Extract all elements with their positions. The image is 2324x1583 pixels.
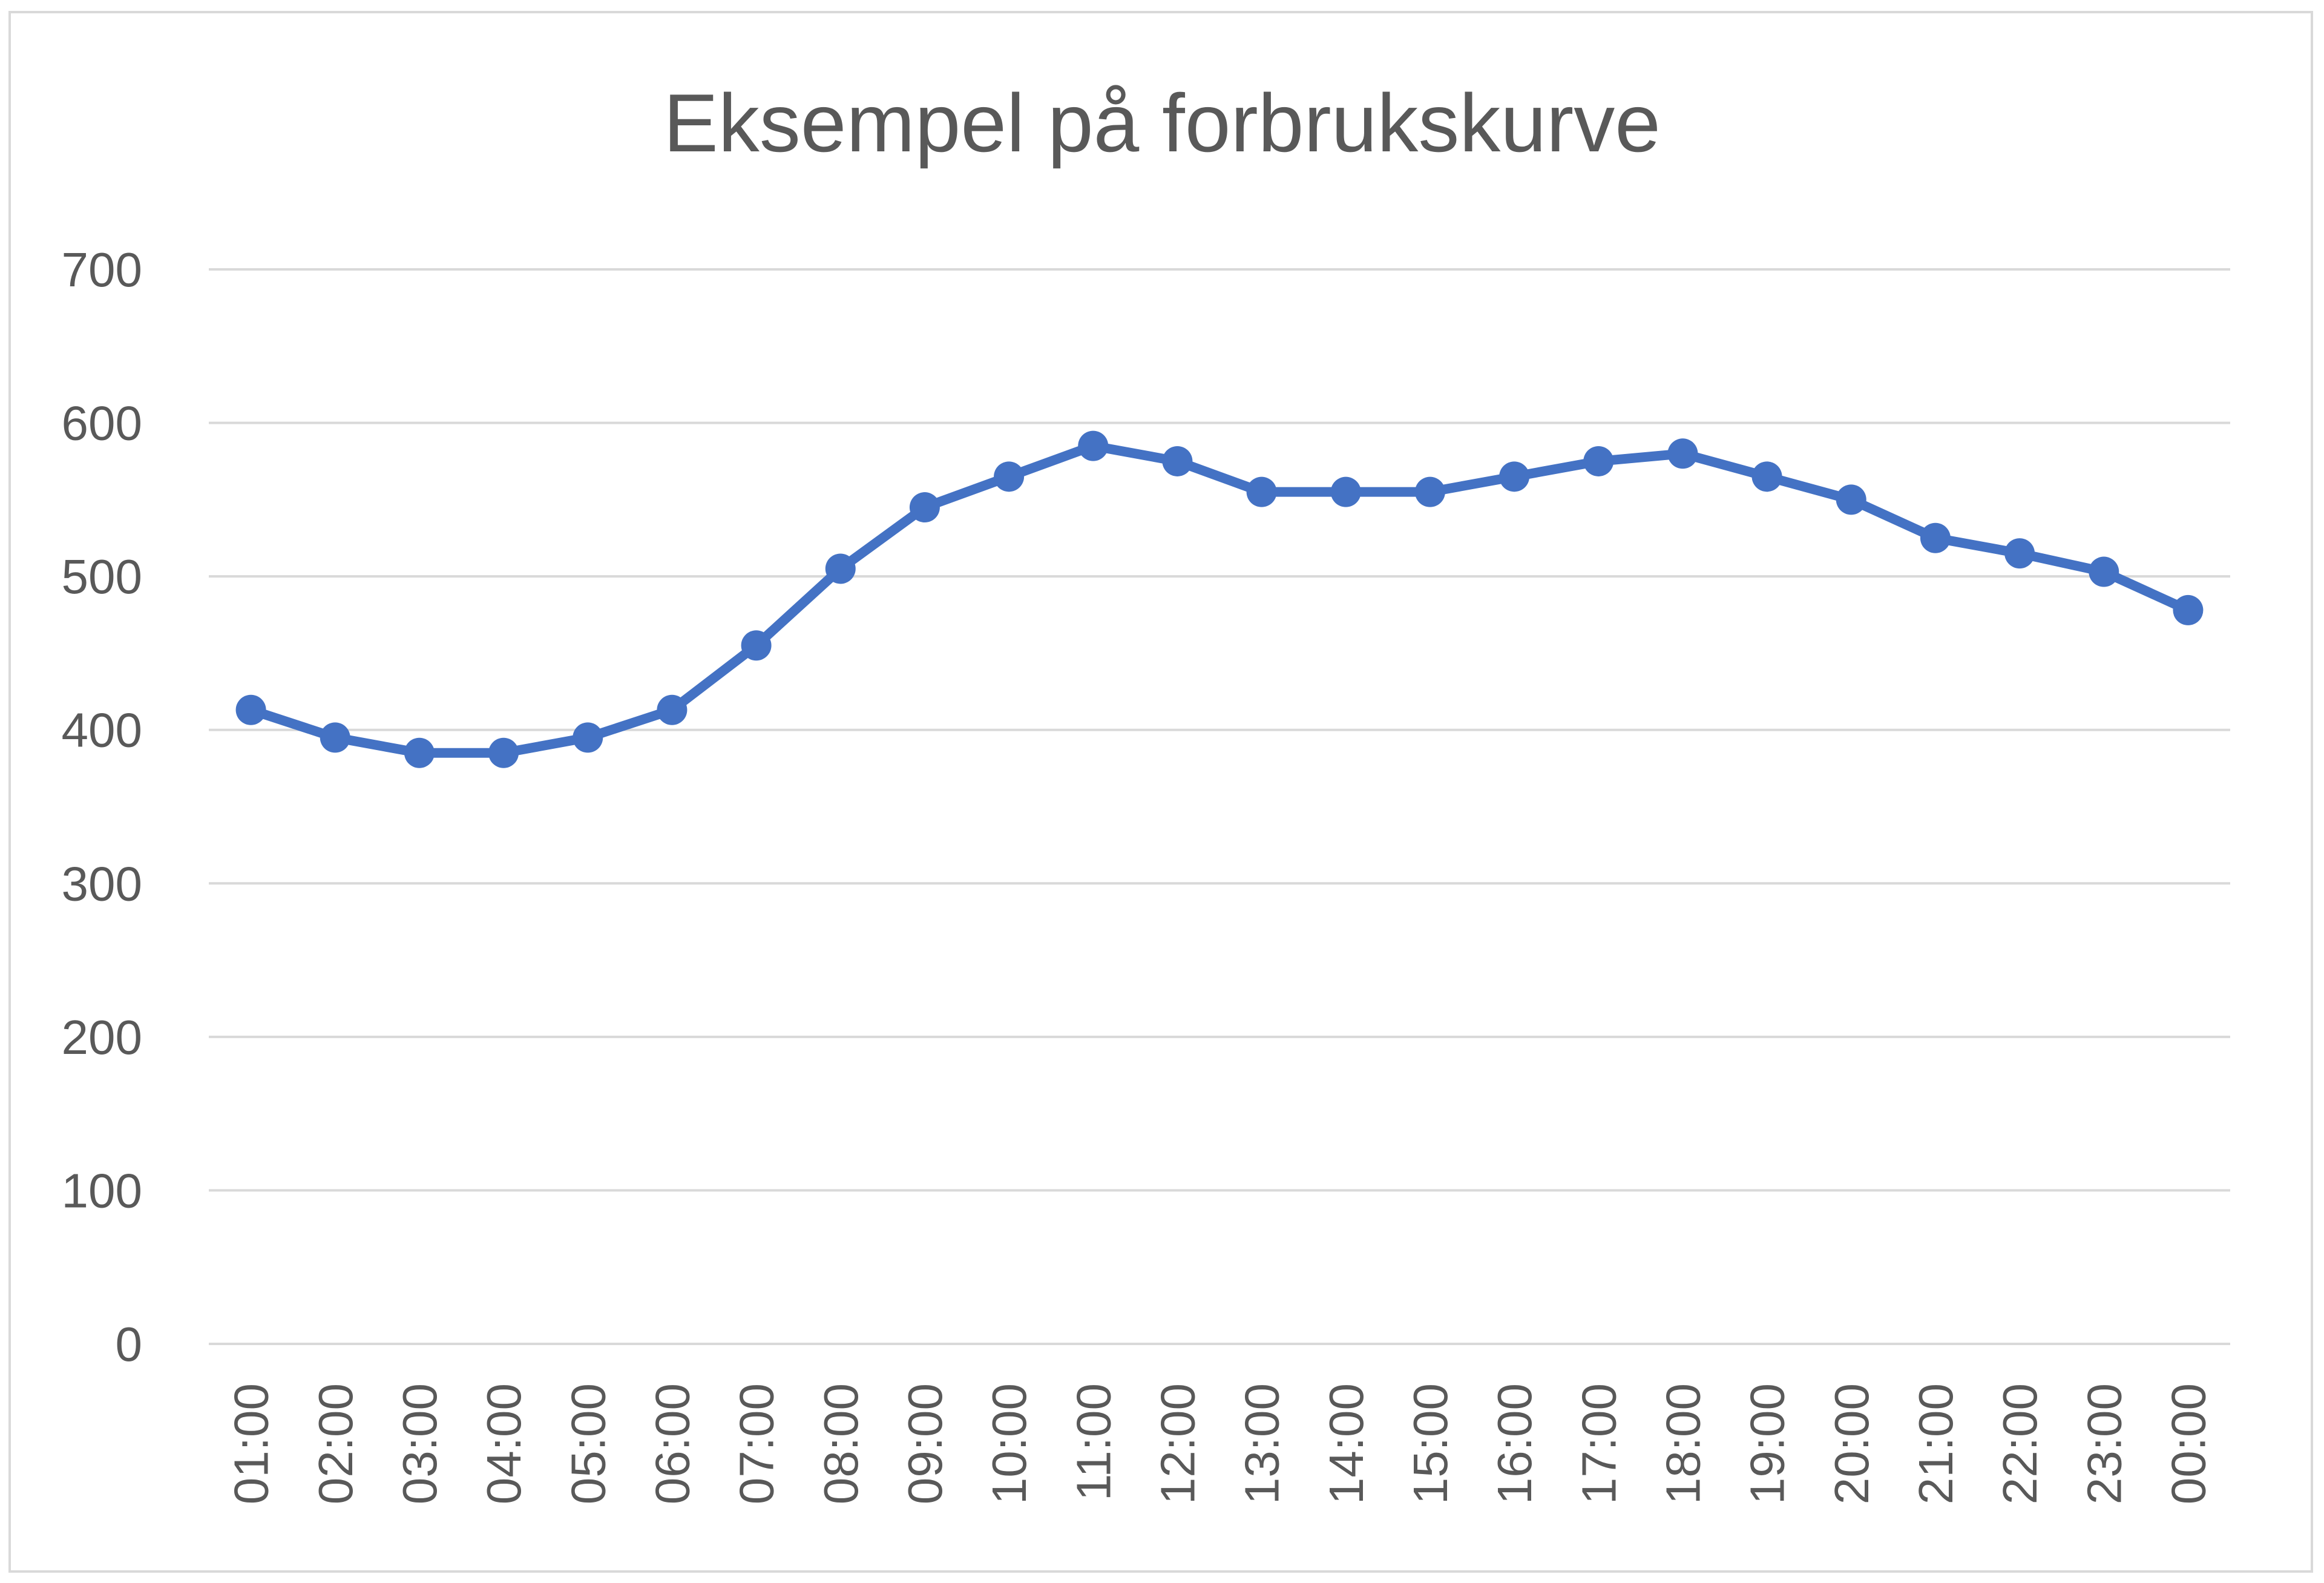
- x-tick-label: 18:00: [1656, 1383, 1710, 1504]
- x-tick-label: 06:00: [645, 1383, 699, 1504]
- data-point: [657, 694, 688, 725]
- x-tick-label: 03:00: [393, 1383, 447, 1504]
- x-tick-label: 17:00: [1572, 1383, 1626, 1504]
- x-tick-label: 04:00: [477, 1383, 531, 1504]
- x-tick-label: 02:00: [309, 1383, 363, 1504]
- data-point: [573, 722, 603, 753]
- data-point: [320, 722, 350, 753]
- data-point: [404, 737, 435, 768]
- y-tick-label: 700: [62, 243, 142, 297]
- y-tick-label: 100: [62, 1163, 142, 1217]
- x-tick-label: 01:00: [225, 1383, 278, 1504]
- x-tick-label: 08:00: [814, 1383, 868, 1504]
- x-tick-label: 10:00: [982, 1383, 1036, 1504]
- y-axis-tick-labels: 0 100 200 300 400 500 600 700: [62, 243, 142, 1371]
- data-point: [2004, 538, 2035, 569]
- data-point: [1414, 476, 1445, 507]
- chart-frame: [8, 11, 2313, 1573]
- data-point: [1246, 476, 1277, 507]
- series-layer: [235, 430, 2204, 768]
- data-point: [1162, 446, 1193, 476]
- data-point: [1836, 484, 1866, 515]
- x-tick-label: 07:00: [730, 1383, 784, 1504]
- series-line: [246, 441, 2193, 758]
- chart-title: Eksempel på forbrukskurve: [663, 77, 1661, 169]
- x-tick-label: 22:00: [1993, 1383, 2047, 1504]
- y-tick-label: 300: [62, 857, 142, 910]
- data-point: [2089, 556, 2119, 587]
- y-tick-label: 200: [62, 1010, 142, 1064]
- data-point: [488, 737, 519, 768]
- data-point: [1920, 522, 1951, 553]
- x-tick-label: 23:00: [2077, 1383, 2131, 1504]
- data-point: [1583, 446, 1614, 476]
- x-tick-label: 20:00: [1825, 1383, 1879, 1504]
- x-tick-label: 15:00: [1403, 1383, 1457, 1504]
- data-point: [825, 553, 856, 584]
- x-tick-label: 09:00: [898, 1383, 952, 1504]
- data-point: [1330, 476, 1361, 507]
- data-point: [994, 461, 1025, 492]
- data-point: [1499, 461, 1530, 492]
- x-axis-tick-labels: 01:00 02:00 03:00 04:00 05:00 06:00 07:00 08:00…: [225, 1383, 2216, 1504]
- x-tick-label: 13:00: [1235, 1383, 1289, 1504]
- data-point: [2173, 594, 2204, 625]
- y-tick-label: 400: [62, 703, 142, 757]
- x-tick-label: 21:00: [1909, 1383, 1963, 1504]
- x-tick-label: 11:00: [1066, 1383, 1120, 1501]
- data-point: [1751, 461, 1782, 492]
- x-tick-label: 14:00: [1319, 1383, 1373, 1504]
- gridlines: [209, 268, 2230, 1345]
- y-tick-label: 600: [62, 397, 142, 450]
- y-tick-label: 0: [116, 1317, 143, 1371]
- y-tick-label: 500: [62, 550, 142, 604]
- x-tick-label: 19:00: [1741, 1383, 1794, 1504]
- x-tick-label: 16:00: [1488, 1383, 1541, 1504]
- data-point: [1078, 430, 1109, 461]
- x-tick-label: 05:00: [561, 1383, 615, 1504]
- data-point: [909, 492, 940, 523]
- x-tick-label: 12:00: [1151, 1383, 1204, 1504]
- data-point: [235, 694, 266, 725]
- x-tick-label: 00:00: [2161, 1383, 2215, 1504]
- data-point: [1667, 438, 1698, 469]
- data-point: [741, 630, 772, 661]
